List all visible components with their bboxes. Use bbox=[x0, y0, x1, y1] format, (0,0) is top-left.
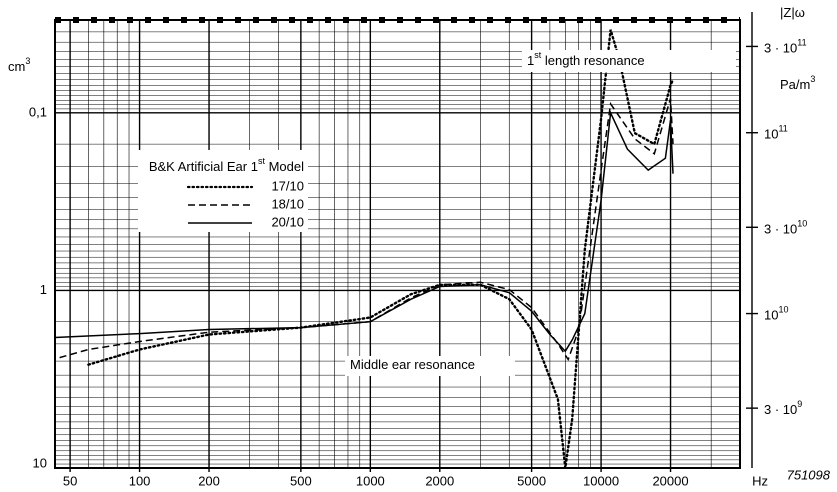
x-tick-label: 20000 bbox=[652, 473, 688, 488]
y-axis-label-part: 3 bbox=[25, 56, 30, 66]
x-unit: Hz bbox=[752, 473, 768, 488]
series-line bbox=[59, 98, 674, 362]
series-line bbox=[87, 29, 675, 468]
x-tick-label: 200 bbox=[198, 473, 220, 488]
annotation: Middle ear resonance bbox=[350, 357, 475, 372]
annotation-part: st bbox=[534, 50, 542, 60]
x-tick-label: 50 bbox=[63, 473, 77, 488]
y2-tick-label-part: 10 bbox=[778, 305, 788, 315]
y2-axis-label-part: |Z|ω bbox=[780, 5, 805, 20]
y2-tick-label-part: 10 bbox=[764, 127, 778, 142]
y2-axis-unit-part: 3 bbox=[810, 74, 815, 84]
figure-code: 751098 bbox=[787, 467, 831, 482]
y2-tick-label-part: 11 bbox=[797, 38, 806, 48]
annotation-part: resonance bbox=[580, 53, 644, 68]
annotation: 1st length resonance bbox=[527, 50, 645, 68]
y-axis-label-part: cm bbox=[8, 59, 25, 74]
y2-tick-label: 3 · 1011 bbox=[764, 38, 807, 56]
x-tick-label: 100 bbox=[129, 473, 151, 488]
legend-box bbox=[138, 150, 308, 232]
annotation-box bbox=[345, 356, 515, 376]
y2-tick-label: 1010 bbox=[764, 305, 788, 323]
y2-tick-label: 3 · 109 bbox=[764, 400, 802, 418]
legend-label: 18/10 bbox=[271, 196, 304, 211]
y2-tick-label: 1011 bbox=[764, 124, 788, 142]
legend-title-part: st bbox=[258, 156, 266, 166]
y2-axis-label: |Z|ω bbox=[780, 5, 805, 20]
annotation-part: length bbox=[541, 53, 580, 68]
y-tick-label: 10 bbox=[33, 455, 47, 470]
y2-tick-label: 3 · 1010 bbox=[764, 219, 807, 237]
y2-tick-label-part: 3 · 10 bbox=[764, 41, 797, 56]
y-tick-label: 0,1 bbox=[29, 104, 47, 119]
annotation-part: 1 bbox=[527, 53, 534, 68]
annotation-part: Middle ear resonance bbox=[350, 357, 475, 372]
y2-tick-label-part: 10 bbox=[797, 219, 807, 229]
x-tick-label: 10000 bbox=[583, 473, 619, 488]
y-axis-label: cm3 bbox=[8, 56, 30, 74]
y2-axis-unit-part: Pa/m bbox=[780, 77, 810, 92]
y2-tick-label-part: 10 bbox=[764, 308, 778, 323]
annotation-box bbox=[522, 50, 736, 72]
legend-title-part: B&K Artificial Ear 1 bbox=[149, 159, 258, 174]
overlay: 50 100 200 500 1000 2000 5000 10000 20000 Hz0,111… bbox=[8, 5, 831, 488]
y2-tick-label-part: 9 bbox=[797, 400, 802, 410]
y2-axis-unit: Pa/m3 bbox=[780, 74, 815, 92]
y-tick-label: 1 bbox=[40, 282, 47, 297]
x-tick-label: 2000 bbox=[425, 473, 454, 488]
y2-tick-label-part: 3 · 10 bbox=[764, 222, 797, 237]
x-tick-label: 5000 bbox=[517, 473, 546, 488]
y2-tick-label-part: 3 · 10 bbox=[764, 403, 797, 418]
legend-label: 20/10 bbox=[271, 214, 304, 229]
legend-title: B&K Artificial Ear 1st Model bbox=[149, 156, 304, 174]
legend-label: 17/10 bbox=[271, 178, 304, 193]
lines bbox=[55, 29, 675, 468]
x-tick-label: 500 bbox=[290, 473, 312, 488]
x-tick-label: 1000 bbox=[356, 473, 385, 488]
series-line bbox=[55, 110, 674, 353]
legend-title-part: Model bbox=[265, 159, 304, 174]
y2-tick-label-part: 11 bbox=[778, 124, 787, 134]
